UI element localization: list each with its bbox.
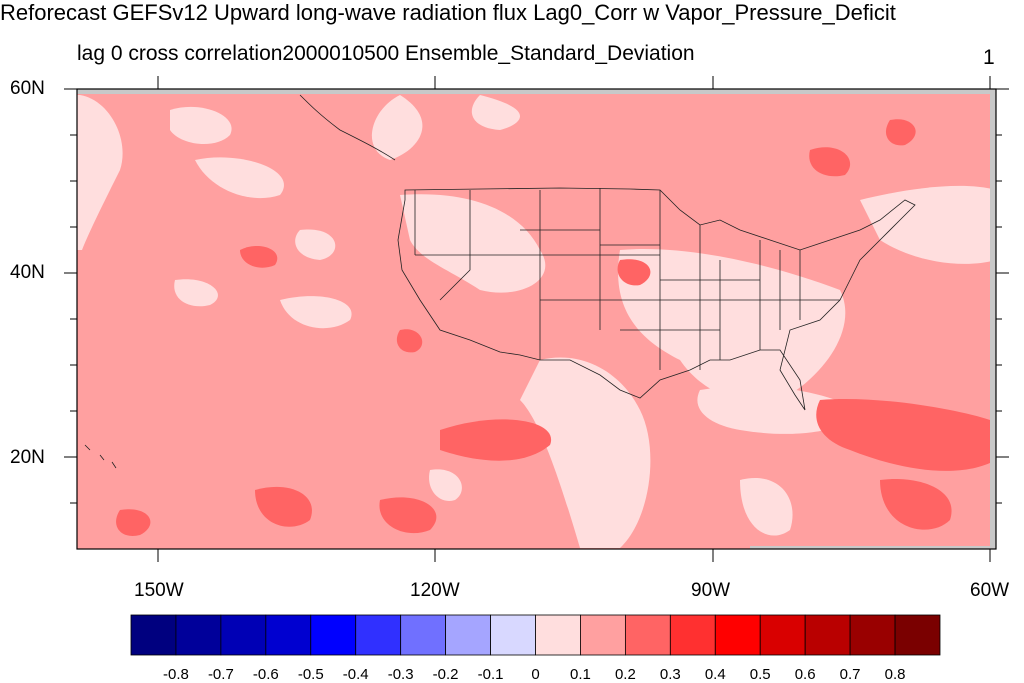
axis-ticks <box>64 76 1009 562</box>
plot-title: Reforecast GEFSv12 Upward long-wave radi… <box>0 0 896 25</box>
colorbar-swatch <box>355 614 402 656</box>
colorbar <box>130 614 941 656</box>
colorbar-label: 0.1 <box>570 666 591 683</box>
lon-label-120w: 120W <box>410 580 460 601</box>
colorbar-label: -0.4 <box>342 666 369 683</box>
colorbar-swatch <box>400 614 447 656</box>
colorbar-label: 0.2 <box>614 666 636 683</box>
colorbar-label: -0.5 <box>297 666 324 683</box>
lat-label-40n: 40N <box>10 262 45 283</box>
lat-label-20n: 20N <box>10 447 45 468</box>
missing-data-regions <box>77 89 996 549</box>
low-correlation-patches <box>77 95 996 548</box>
colorbar-label: -0.8 <box>163 666 189 683</box>
colorbar-swatch <box>759 614 806 656</box>
colorbar-label: -0.6 <box>252 666 279 683</box>
colorbar-label: 0.6 <box>794 666 816 683</box>
colorbar-label: -0.7 <box>207 666 234 683</box>
colorbar-label: -0.1 <box>477 666 504 683</box>
state-boundaries <box>84 94 916 469</box>
colorbar-swatch <box>130 614 177 656</box>
colorbar-swatch <box>220 614 267 656</box>
colorbar-swatch <box>714 614 761 656</box>
colorbar-label: 0.7 <box>839 666 861 683</box>
colorbar-swatch <box>175 614 222 656</box>
lat-label-60n: 60N <box>10 78 45 99</box>
colorbar-swatch <box>535 614 581 656</box>
colorbar-swatch <box>624 614 671 656</box>
colorbar-label: 0 <box>531 666 540 683</box>
colorbar-swatch <box>490 614 536 656</box>
lon-label-150w: 150W <box>134 580 184 601</box>
colorbar-swatch <box>580 614 626 656</box>
colorbar-label: 0.3 <box>659 666 681 683</box>
colorbar-swatch <box>669 614 716 656</box>
colorbar-swatch <box>849 614 896 656</box>
plot-subtitle: lag 0 cross correlation2000010500 Ensemb… <box>77 42 695 65</box>
colorbar-swatch <box>265 614 312 656</box>
panel-number: 1 <box>983 46 995 69</box>
colorbar-label: 0.5 <box>749 666 771 683</box>
lon-label-60w: 60W <box>970 580 1010 601</box>
colorbar-swatch <box>804 614 851 656</box>
colorbar-label: -0.2 <box>432 666 459 683</box>
colorbar-label: -0.3 <box>387 666 414 683</box>
lon-label-90w: 90W <box>691 580 731 601</box>
colorbar-label: 0.4 <box>704 666 726 683</box>
colorbar-swatch <box>310 614 357 656</box>
high-correlation-patches <box>116 119 996 536</box>
colorbar-label: 0.8 <box>884 666 906 683</box>
colorbar-swatch <box>445 614 491 656</box>
colorbar-swatch <box>894 614 941 656</box>
